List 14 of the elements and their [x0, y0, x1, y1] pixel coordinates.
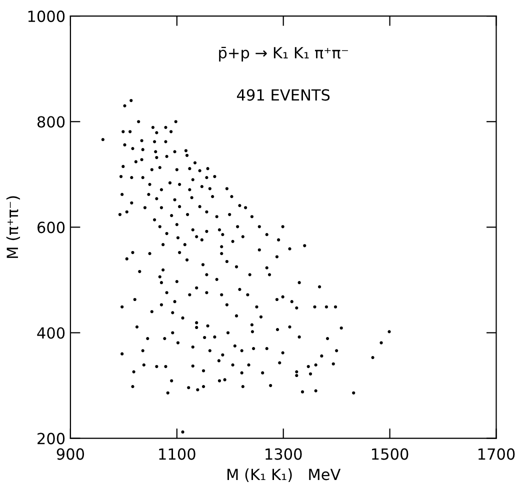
y-tick-label: 800: [37, 116, 65, 128]
y-tick-label: 1000: [28, 10, 65, 22]
annotation: p̄+p → K₁ K₁ π⁺π⁻: [219, 46, 348, 62]
x-tick-label: 1100: [159, 448, 196, 460]
x-tick-label: 900: [56, 448, 84, 460]
y-tick-label: 600: [37, 222, 65, 234]
x-tick-label: 1300: [266, 448, 302, 460]
x-axis-title: M (K₁ K₁) MeV: [227, 468, 341, 482]
y-tick-label: 200: [38, 432, 65, 444]
annotation: 491 EVENTS: [236, 89, 330, 101]
x-tick-label: 1700: [478, 448, 515, 460]
y-axis-title: M (π⁺π⁻): [6, 196, 20, 258]
x-tick-label: 1500: [372, 448, 408, 460]
y-tick-label: 400: [37, 327, 65, 339]
